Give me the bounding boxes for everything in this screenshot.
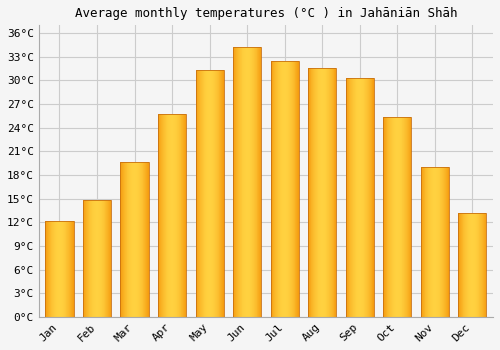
Bar xyxy=(196,70,224,317)
Bar xyxy=(158,113,186,317)
Bar xyxy=(346,78,374,317)
Bar xyxy=(383,117,412,317)
Bar xyxy=(270,61,299,317)
Bar xyxy=(83,200,111,317)
Bar xyxy=(308,68,336,317)
Bar xyxy=(120,162,148,317)
Bar xyxy=(421,167,449,317)
Title: Average monthly temperatures (°C ) in Jahāniān Shāh: Average monthly temperatures (°C ) in Ja… xyxy=(74,7,457,20)
Bar xyxy=(458,213,486,317)
Bar xyxy=(46,222,74,317)
Bar xyxy=(233,47,261,317)
